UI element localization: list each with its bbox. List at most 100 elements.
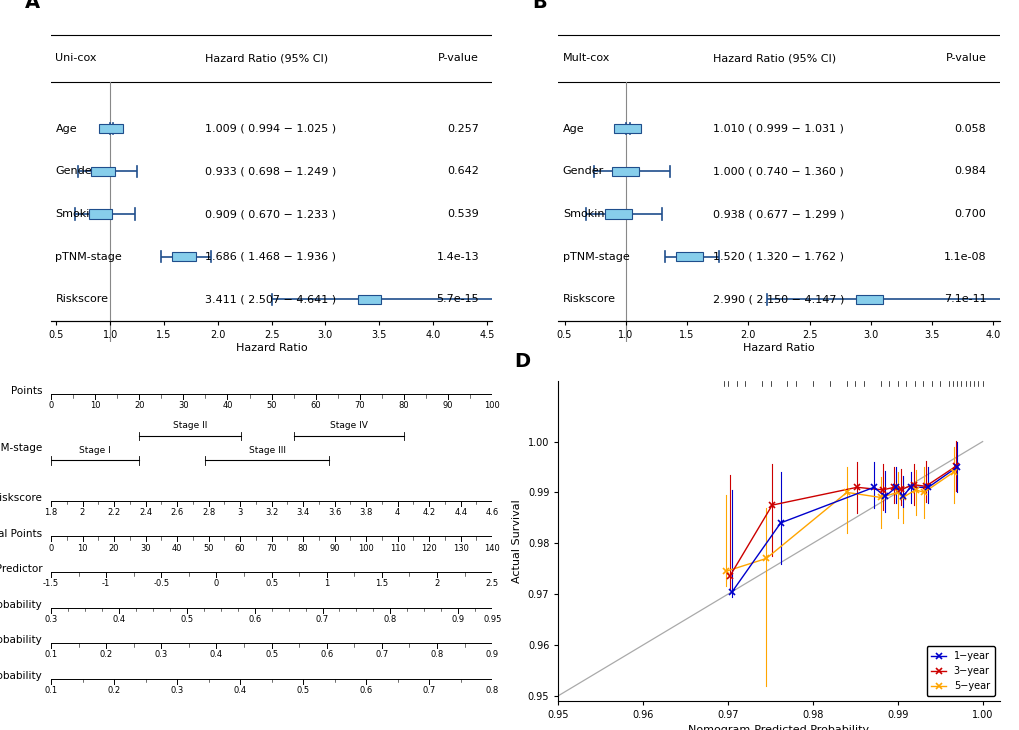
Text: 0.8: 0.8 (383, 615, 396, 623)
Text: 1.686 ( 1.468 − 1.936 ): 1.686 ( 1.468 − 1.936 ) (205, 252, 336, 262)
FancyBboxPatch shape (855, 295, 882, 304)
Text: Gender: Gender (55, 166, 97, 177)
Text: 0: 0 (48, 544, 54, 553)
Text: 100: 100 (484, 402, 499, 410)
Text: 90: 90 (329, 544, 339, 553)
Text: 130: 130 (452, 544, 468, 553)
Text: 1.520 ( 1.320 − 1.762 ): 1.520 ( 1.320 − 1.762 ) (712, 252, 843, 262)
Text: 0.8: 0.8 (485, 686, 498, 695)
Text: 70: 70 (355, 402, 365, 410)
Text: 2.2: 2.2 (107, 508, 120, 517)
Text: 0.700: 0.700 (954, 209, 985, 219)
Text: B: B (531, 0, 546, 12)
Text: 0.95: 0.95 (483, 615, 501, 623)
Text: 0.539: 0.539 (446, 209, 479, 219)
Text: 40: 40 (222, 402, 232, 410)
Text: 60: 60 (310, 402, 321, 410)
Text: Riskscore: Riskscore (562, 294, 615, 304)
Text: 2.6: 2.6 (170, 508, 183, 517)
Text: 30: 30 (140, 544, 151, 553)
Text: 20: 20 (133, 402, 145, 410)
FancyBboxPatch shape (89, 210, 112, 219)
Text: 0.909 ( 0.670 − 1.233 ): 0.909 ( 0.670 − 1.233 ) (205, 209, 336, 219)
Text: Total Points: Total Points (0, 529, 42, 539)
Text: Smoking: Smoking (55, 209, 104, 219)
Text: 1-year Survival Probability: 1-year Survival Probability (0, 600, 42, 610)
Text: 100: 100 (358, 544, 374, 553)
Text: 0.5: 0.5 (265, 579, 278, 588)
Text: pTNM-stage: pTNM-stage (0, 443, 42, 453)
Text: 0.7: 0.7 (422, 686, 435, 695)
Text: 30: 30 (178, 402, 189, 410)
Text: 0.933 ( 0.698 − 1.249 ): 0.933 ( 0.698 − 1.249 ) (205, 166, 336, 177)
Text: Gender: Gender (562, 166, 603, 177)
Text: 0.6: 0.6 (248, 615, 261, 623)
Text: 1.5: 1.5 (375, 579, 388, 588)
Text: 0.2: 0.2 (107, 686, 120, 695)
Text: 4.4: 4.4 (453, 508, 467, 517)
Text: Stage I: Stage I (79, 445, 111, 455)
Text: 0.9: 0.9 (485, 650, 498, 659)
FancyBboxPatch shape (676, 252, 702, 261)
Text: pTNM-stage: pTNM-stage (55, 252, 122, 262)
Text: 1: 1 (324, 579, 329, 588)
Y-axis label: Actual Survival: Actual Survival (512, 499, 522, 583)
Text: Riskscore: Riskscore (0, 493, 42, 503)
Text: 0.4: 0.4 (233, 686, 247, 695)
Text: 4.2: 4.2 (422, 508, 435, 517)
Text: 4: 4 (394, 508, 399, 517)
FancyBboxPatch shape (99, 124, 123, 134)
Text: 5.7e-15: 5.7e-15 (436, 294, 479, 304)
Text: P-value: P-value (438, 53, 479, 64)
Text: 50: 50 (266, 402, 276, 410)
Text: Stage II: Stage II (172, 421, 207, 431)
Text: Hazard Ratio (95% CI): Hazard Ratio (95% CI) (205, 53, 328, 64)
Text: Stage IV: Stage IV (329, 421, 368, 431)
Text: 40: 40 (171, 544, 182, 553)
Text: 0.4: 0.4 (210, 650, 223, 659)
Text: 10: 10 (77, 544, 88, 553)
Text: 5-year Survival Probability: 5-year Survival Probability (0, 671, 42, 681)
Text: 0.3: 0.3 (155, 650, 168, 659)
Text: 0.3: 0.3 (45, 615, 57, 623)
Text: 1.4e-13: 1.4e-13 (436, 252, 479, 262)
Text: Uni-cox: Uni-cox (55, 53, 97, 64)
Text: pTNM-stage: pTNM-stage (562, 252, 629, 262)
Text: Riskscore: Riskscore (55, 294, 108, 304)
Text: -0.5: -0.5 (153, 579, 169, 588)
Text: 3-year Survival Probability: 3-year Survival Probability (0, 635, 42, 645)
Text: 3.2: 3.2 (265, 508, 278, 517)
Text: 3.4: 3.4 (297, 508, 310, 517)
Text: D: D (514, 352, 530, 371)
Text: 0.7: 0.7 (316, 615, 329, 623)
Text: 0: 0 (214, 579, 219, 588)
Text: 80: 80 (298, 544, 308, 553)
FancyBboxPatch shape (613, 124, 640, 134)
Text: A: A (24, 0, 40, 12)
Text: Stage III: Stage III (249, 445, 285, 455)
Text: 0.4: 0.4 (112, 615, 125, 623)
Text: 50: 50 (203, 544, 214, 553)
Text: 0.984: 0.984 (954, 166, 985, 177)
Text: Points: Points (10, 386, 42, 396)
Text: 140: 140 (484, 544, 499, 553)
Text: Mult-cox: Mult-cox (562, 53, 609, 64)
Text: 2.5: 2.5 (485, 579, 498, 588)
FancyBboxPatch shape (604, 210, 631, 219)
Text: 4.6: 4.6 (485, 508, 498, 517)
Text: Age: Age (55, 123, 77, 134)
Text: 0.5: 0.5 (180, 615, 194, 623)
Text: 7.1e-11: 7.1e-11 (943, 294, 985, 304)
Text: Linear Predictor: Linear Predictor (0, 564, 42, 575)
X-axis label: Nomogram-Predicted Probability: Nomogram-Predicted Probability (688, 726, 869, 730)
Text: 3.411 ( 2.507 − 4.641 ): 3.411 ( 2.507 − 4.641 ) (205, 294, 336, 304)
Text: 0.8: 0.8 (430, 650, 443, 659)
Text: 0.6: 0.6 (359, 686, 372, 695)
Text: 0: 0 (48, 402, 54, 410)
Text: -1.5: -1.5 (43, 579, 59, 588)
Text: 2.4: 2.4 (139, 508, 152, 517)
Text: 0.3: 0.3 (170, 686, 183, 695)
Text: 0.9: 0.9 (451, 615, 465, 623)
Text: 1.010 ( 0.999 − 1.031 ): 1.010 ( 0.999 − 1.031 ) (712, 123, 843, 134)
Text: 20: 20 (109, 544, 119, 553)
